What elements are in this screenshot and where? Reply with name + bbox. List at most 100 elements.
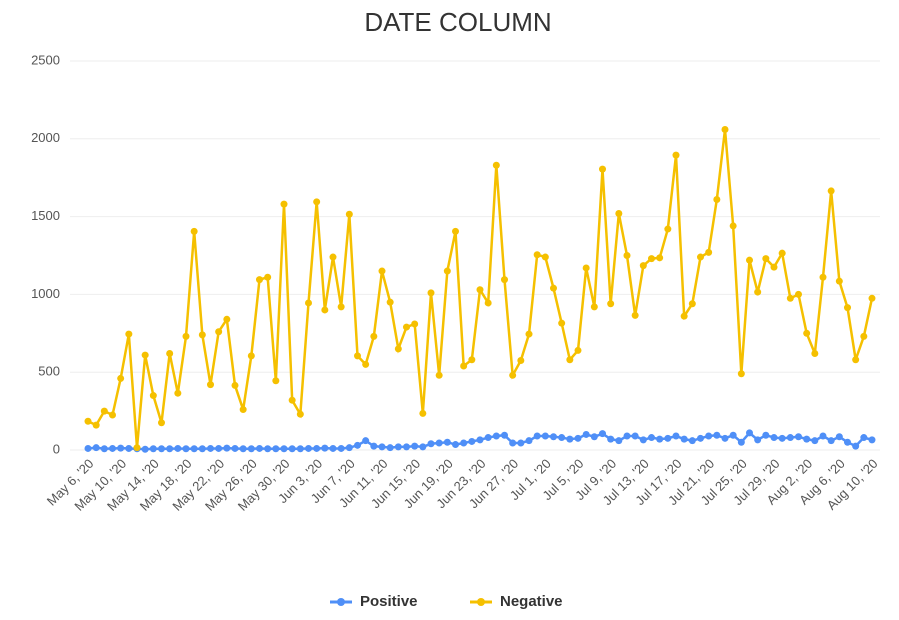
point (329, 444, 337, 452)
point (656, 435, 664, 443)
point (615, 209, 623, 217)
point (321, 444, 329, 452)
point (272, 377, 280, 385)
point (247, 445, 255, 453)
point (345, 444, 353, 452)
point (100, 407, 108, 415)
point (460, 362, 468, 370)
point (394, 443, 402, 451)
point (746, 429, 753, 437)
point (721, 434, 729, 442)
point (166, 350, 174, 358)
point (190, 445, 198, 453)
point (631, 432, 639, 440)
point (411, 320, 419, 328)
point (590, 433, 598, 441)
point (125, 330, 133, 338)
point (819, 273, 827, 281)
point (198, 331, 206, 339)
point (705, 248, 713, 256)
point (795, 290, 802, 298)
point (599, 430, 606, 438)
y-tick-label: 500 (38, 364, 60, 379)
point (737, 370, 745, 378)
legend-label: Negative (500, 593, 563, 610)
point (827, 437, 835, 445)
point (264, 445, 272, 453)
point (411, 442, 419, 450)
legend-label: Positive (360, 593, 418, 610)
y-tick-label: 2500 (31, 52, 60, 67)
point (133, 444, 141, 452)
point (117, 374, 125, 382)
point (305, 299, 312, 307)
point (117, 444, 125, 452)
point (329, 253, 337, 261)
point (558, 319, 566, 327)
point (174, 444, 182, 452)
point (517, 439, 525, 447)
point (803, 435, 811, 443)
point (141, 445, 149, 453)
point (394, 345, 402, 353)
point (852, 442, 860, 450)
point (844, 304, 851, 312)
point (509, 439, 517, 447)
point (525, 437, 533, 445)
point (860, 332, 868, 340)
point (656, 254, 664, 262)
point (231, 381, 239, 389)
point (639, 262, 647, 270)
point (215, 444, 223, 452)
point (713, 431, 721, 439)
point (648, 434, 655, 442)
point (288, 396, 296, 404)
point (125, 444, 133, 452)
point (427, 440, 435, 448)
point (729, 222, 737, 230)
point (419, 409, 427, 417)
y-tick-label: 1000 (31, 286, 60, 301)
point (599, 165, 606, 173)
point (811, 350, 819, 358)
point (672, 432, 680, 440)
point (517, 357, 525, 365)
point (313, 198, 321, 206)
point (705, 432, 713, 440)
point (762, 255, 770, 263)
point (92, 421, 100, 429)
point (803, 329, 811, 337)
point (713, 195, 721, 203)
legend-swatch-dot (477, 598, 485, 606)
point (737, 438, 745, 446)
point (492, 432, 500, 440)
point (280, 200, 288, 208)
point (574, 434, 582, 442)
point (354, 441, 361, 449)
point (182, 445, 190, 453)
point (435, 439, 443, 447)
point (786, 434, 794, 442)
point (370, 442, 378, 450)
point (345, 210, 353, 218)
point (386, 298, 394, 306)
point (223, 444, 231, 452)
point (443, 267, 451, 275)
point (158, 445, 165, 453)
point (435, 371, 443, 379)
point (337, 444, 345, 452)
point (403, 443, 410, 451)
point (386, 444, 394, 452)
point (378, 443, 386, 451)
point (92, 444, 100, 452)
point (239, 406, 247, 414)
point (819, 432, 827, 440)
point (84, 417, 92, 425)
point (427, 289, 435, 297)
point (688, 300, 696, 308)
y-tick-label: 2000 (31, 130, 60, 145)
point (264, 273, 272, 281)
point (852, 356, 860, 364)
point (223, 315, 231, 323)
point (476, 436, 484, 444)
